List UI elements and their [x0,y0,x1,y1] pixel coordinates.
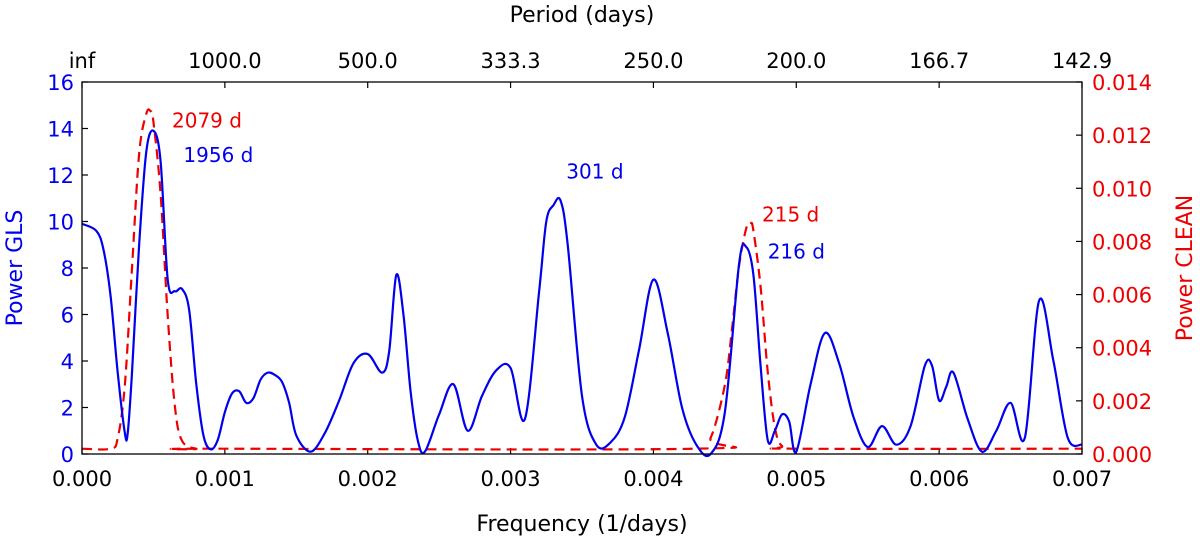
top-tick-label: inf [69,49,96,73]
y-left-tick-label: 10 [47,211,74,235]
y-left-tick-label: 16 [47,71,74,95]
y-right-tick-label: 0.000 [1092,443,1152,467]
top-tick-label: 200.0 [766,49,826,73]
top-tick-label: 500.0 [338,49,398,73]
plot-frame [81,81,1083,455]
gls-series-line [81,129,1083,457]
y-right-tick-label: 0.002 [1092,390,1152,414]
peak-annotation: 2079 d [172,108,242,132]
y-left-tick-label: 14 [47,118,74,142]
top-axis-title: Period (days) [510,3,655,28]
y-axis-left-title: Power GLS [3,210,28,327]
clean-series-line [81,108,1083,451]
peak-annotation: 1956 d [183,143,253,167]
x-tick-label: 0.006 [909,467,969,491]
x-tick-label: 0.003 [481,467,541,491]
y-left-tick-label: 6 [61,304,74,328]
top-tick-label: 166.7 [909,49,969,73]
y-right-tick-label: 0.008 [1092,230,1152,254]
x-axis-title: Frequency (1/days) [476,512,687,537]
y-right-tick-label: 0.006 [1092,284,1152,308]
y-right-tick-label: 0.010 [1092,177,1152,201]
y-axis-right-title: Power CLEAN [1173,195,1198,342]
x-tick-label: 0.004 [623,467,683,491]
peak-annotation: 215 d [762,203,819,227]
y-right-tick-label: 0.014 [1092,71,1152,95]
y-left-tick-label: 8 [61,257,74,281]
ticks-layer: 0.000 0.001 0.002 0.003 0.004 0.005 0.006 0.007… [47,49,1152,491]
y-left-tick-label: 12 [47,164,74,188]
peak-annotation: 301 d [566,159,623,183]
annotation-layer: 2079 d 1956 d 301 d 215 d 216 d [172,108,825,263]
x-tick-label: 0.007 [1052,467,1112,491]
y-left-tick-label: 4 [61,350,74,374]
y-right-tick-label: 0.004 [1092,337,1152,361]
top-tick-label: 333.3 [481,49,541,73]
peak-annotation: 216 d [768,240,825,264]
y-right-tick-label: 0.012 [1092,124,1152,148]
x-tick-label: 0.000 [52,467,112,491]
top-tick-label: 250.0 [623,49,683,73]
y-left-tick-label: 2 [61,397,74,421]
x-tick-label: 0.002 [338,467,398,491]
x-tick-label: 0.005 [766,467,826,491]
top-tick-label: 1000.0 [188,49,261,73]
x-tick-label: 0.001 [195,467,255,491]
series-layer [81,108,1083,457]
top-tick-label: 142.9 [1052,49,1112,73]
y-left-tick-label: 0 [61,443,74,467]
